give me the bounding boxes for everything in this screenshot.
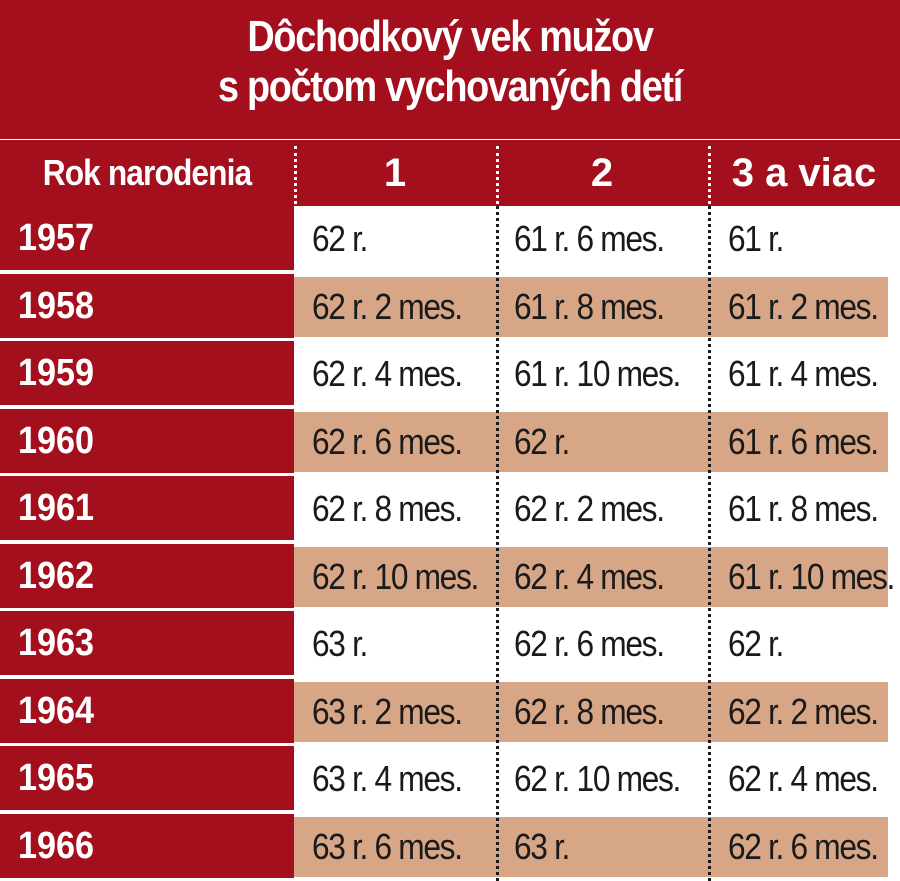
retirement-age-cell: 62 r. [728,623,784,664]
retirement-age-cell: 63 r. [312,623,368,664]
header-column-divider [294,146,297,204]
birth-year-cell: 1964 [0,678,294,745]
table-row: 1965 63 r. 4 mes. 62 r. 10 mes. 62 r. 4 mes… [0,746,900,812]
row-highlight-band [294,276,888,337]
retirement-age-cell: 62 r. [514,420,570,462]
retirement-age-cell: 61 r. 6 mes. [728,420,879,462]
table-row: 1963 63 r. 62 r. 6 mes. 62 r. [0,611,900,677]
row-highlight-band [294,681,888,742]
retirement-age-cell: 63 r. 2 mes. [312,690,463,732]
birth-year-cell: 1958 [0,273,294,340]
birth-year-label: 1962 [18,554,95,597]
birth-year-label: 1963 [18,622,95,664]
retirement-age-cell: 62 r. 2 mes. [514,488,665,529]
header-column-divider [708,146,711,204]
body-column-divider [496,206,499,881]
retirement-age-cell: 61 r. 10 mes. [514,353,681,394]
birth-year-label: 1965 [18,757,95,799]
retirement-age-cell: 63 r. 4 mes. [312,758,463,799]
retirement-age-cell: 62 r. 6 mes. [514,623,665,664]
birth-year-label: 1958 [18,284,95,327]
row-highlight-band [294,816,888,877]
retirement-age-cell: 62 r. 4 mes. [728,758,879,799]
table-row: 1966 63 r. 6 mes. 63 r. 62 r. 6 mes. [0,813,900,880]
retirement-age-cell: 62 r. 6 mes. [312,420,463,462]
retirement-age-cell: 62 r. 8 mes. [312,488,463,529]
birth-year-cell: 1965 [0,746,294,812]
birth-year-cell: 1959 [0,341,294,407]
birth-year-label: 1959 [18,352,95,394]
row-highlight-band [294,411,888,472]
table-row: 1960 62 r. 6 mes. 62 r. 61 r. 6 mes. [0,408,900,475]
retirement-age-cell: 61 r. 4 mes. [728,353,879,394]
row-highlight-band [294,546,888,607]
body-column-divider [708,206,711,881]
retirement-age-cell: 61 r. 6 mes. [514,218,665,259]
column-header-one-child: 1 [383,151,407,195]
table-title-line-2: s počtom vychovaných detí [217,62,683,111]
header-column-divider [496,146,499,204]
retirement-age-cell: 62 r. 10 mes. [514,758,681,799]
retirement-age-cell: 62 r. 8 mes. [514,690,665,732]
birth-year-cell: 1966 [0,813,294,880]
birth-year-cell: 1961 [0,476,294,542]
table-row: 1958 62 r. 2 mes. 61 r. 8 mes. 61 r. 2 mes. [0,273,900,340]
retirement-age-cell: 61 r. 2 mes. [728,285,879,327]
retirement-age-cell: 61 r. [728,218,784,259]
birth-year-cell: 1957 [0,206,294,272]
retirement-age-cell: 62 r. 6 mes. [728,825,879,867]
retirement-age-cell: 63 r. 6 mes. [312,825,463,867]
table-row: 1957 62 r. 61 r. 6 mes. 61 r. [0,206,900,272]
table-row: 1964 63 r. 2 mes. 62 r. 8 mes. 62 r. 2 mes. [0,678,900,745]
table-row: 1959 62 r. 4 mes. 61 r. 10 mes. 61 r. 4 mes… [0,341,900,407]
retirement-age-cell: 63 r. [514,825,570,867]
retirement-age-cell: 62 r. 10 mes. [312,555,479,597]
birth-year-label: 1964 [18,689,95,732]
retirement-age-cell: 62 r. 2 mes. [728,690,879,732]
retirement-age-cell: 61 r. 8 mes. [514,285,665,327]
column-header-three-or-more: 3 a viac [731,151,877,195]
retirement-age-cell: 61 r. 8 mes. [728,488,879,529]
table-row: 1962 62 r. 10 mes. 62 r. 4 mes. 61 r. 10 me… [0,543,900,610]
birth-year-cell: 1963 [0,611,294,677]
table-title-bar: Dôchodkový vek mužov s počtom vychovanýc… [0,0,900,140]
table-row: 1961 62 r. 8 mes. 62 r. 2 mes. 61 r. 8 mes. [0,476,900,542]
birth-year-label: 1957 [18,217,95,259]
table-header-row: Rok narodenia 1 2 3 a viac [0,140,900,206]
birth-year-label: 1966 [18,824,95,867]
retirement-age-cell: 61 r. 10 mes. [728,555,895,597]
column-header-birth-year: Rok narodenia [42,152,252,193]
birth-year-cell: 1962 [0,543,294,610]
retirement-age-cell: 62 r. [312,218,368,259]
retirement-age-cell: 62 r. 4 mes. [514,555,665,597]
birth-year-label: 1961 [18,487,95,529]
retirement-age-cell: 62 r. 4 mes. [312,353,463,394]
table-title-line-1: Dôchodkový vek mužov [247,12,654,61]
birth-year-label: 1960 [18,419,95,462]
column-header-two-children: 2 [590,151,614,195]
retirement-age-cell: 62 r. 2 mes. [312,285,463,327]
birth-year-cell: 1960 [0,408,294,475]
